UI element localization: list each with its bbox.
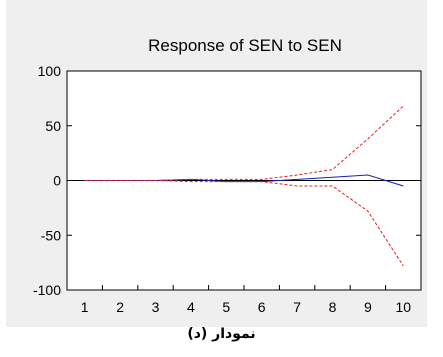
figure-caption: نمودار (د) [187,326,256,342]
y-tick-label: 100 [38,63,62,79]
y-tick-label: -50 [41,227,61,243]
x-tick-label: 5 [222,299,230,315]
x-tick-label: 4 [187,299,195,315]
x-tick-label: 9 [364,299,372,315]
x-tick-label: 2 [116,299,124,315]
x-tick-label: 3 [152,299,160,315]
y-tick-label: -100 [33,282,61,298]
chart-panel: Response of SEN to SEN -100 -50 0 50 100 1 2 3… [6,0,427,327]
series-line-upper-band [84,105,404,181]
chart-title: Response of SEN to SEN [148,36,342,55]
x-axis: 1 2 3 4 5 6 7 8 9 10 [66,285,422,315]
x-tick-label: 8 [329,299,337,315]
series-line-response [84,174,404,187]
series-layer [67,105,421,267]
x-tick-label: 7 [293,299,301,315]
x-tick-label: 1 [81,299,89,315]
line-chart: Response of SEN to SEN -100 -50 0 50 100 1 2 3… [33,36,422,315]
y-tick-label: 50 [45,118,61,134]
y-tick-label: 0 [53,173,61,189]
x-tick-label: 6 [258,299,266,315]
x-tick-label: 10 [396,299,412,315]
